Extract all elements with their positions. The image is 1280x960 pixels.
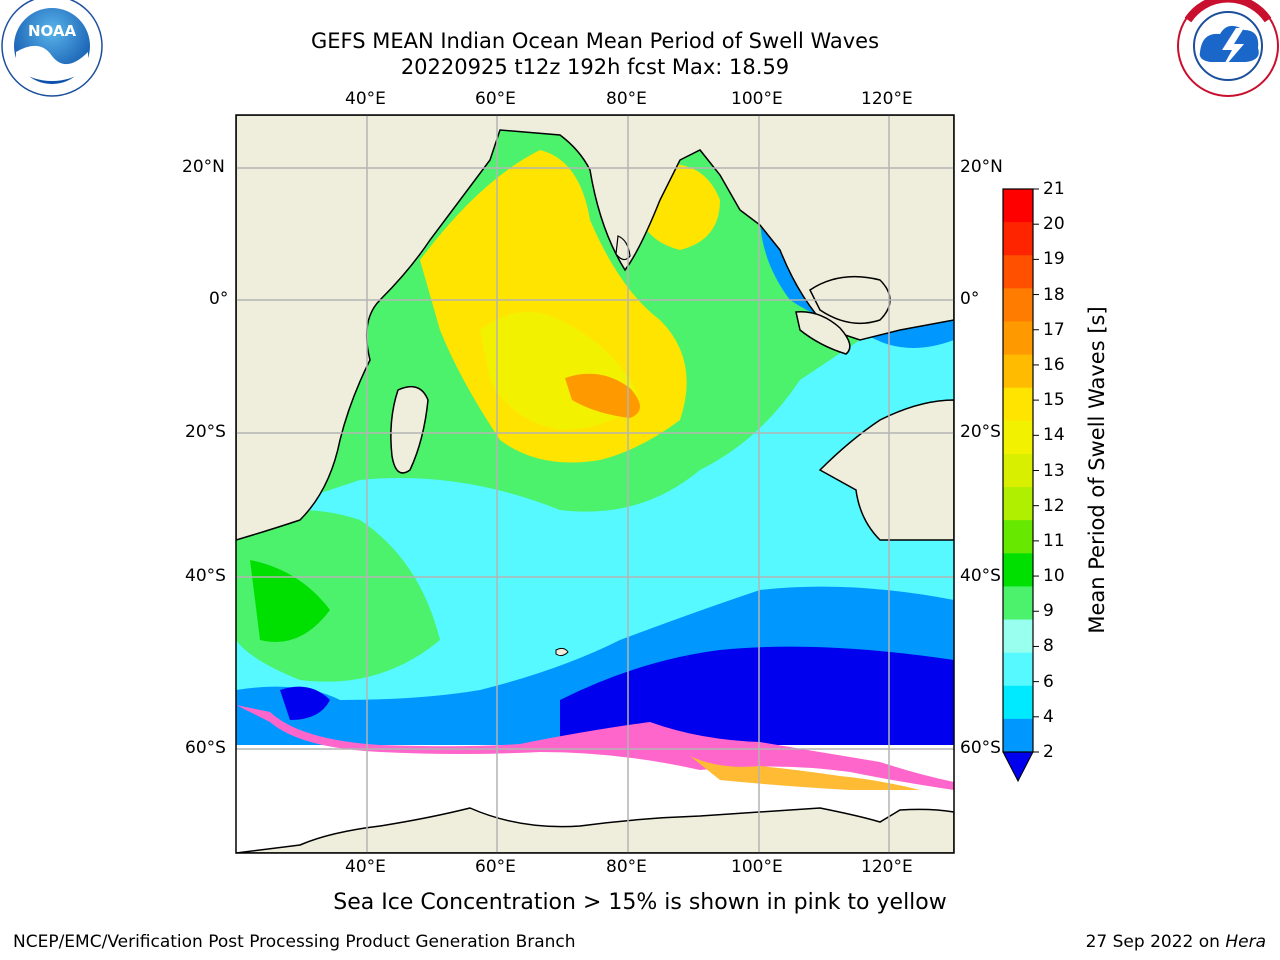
- lon-label-bottom-100e: 100°E: [731, 857, 783, 877]
- lat-label-left-60s: 60°S: [185, 738, 226, 758]
- chart-title-line1: GEFS MEAN Indian Ocean Mean Period of Sw…: [310, 29, 880, 53]
- colorbar-tick-label: 20: [1043, 214, 1065, 235]
- colorbar-segment: [1003, 288, 1033, 322]
- sea-ice-edge: [236, 705, 954, 790]
- lon-label-top-40e: 40°E: [345, 89, 386, 109]
- colorbar-tick-label: 19: [1043, 249, 1065, 270]
- chart-title-line2: 20220925 t12z 192h fcst Max: 18.59: [400, 55, 790, 79]
- land-antarctica: [236, 807, 954, 853]
- colorbar-segment: [1003, 487, 1033, 521]
- colorbar-segment: [1003, 685, 1033, 720]
- lat-label-right-20n: 20°N: [960, 157, 1003, 177]
- colorbar-tick-label: 15: [1043, 390, 1065, 411]
- colorbar-segment: [1003, 222, 1033, 256]
- colorbar: [1002, 188, 1034, 783]
- land-sumatra: [795, 311, 851, 355]
- colorbar-tick-label: 12: [1043, 495, 1065, 516]
- swell-max-region: [565, 373, 640, 418]
- colorbar-tick-label: 10: [1043, 566, 1065, 587]
- footer-date: 27 Sep 2022 on: [1085, 932, 1226, 952]
- footer-host: Hera: [1225, 932, 1266, 952]
- lat-label-right-20s: 20°S: [960, 422, 1001, 442]
- lon-label-top-120e: 120°E: [861, 89, 913, 109]
- swell-region-below-2-west: [280, 686, 330, 720]
- colorbar-segment: [1003, 453, 1033, 488]
- colorbar-segment: [1003, 420, 1033, 455]
- sea-ice-edge-yellow: [690, 756, 954, 800]
- lat-label-left-0: 0°: [209, 289, 229, 309]
- colorbar-segment: [1003, 619, 1033, 654]
- graticule: [236, 115, 954, 853]
- colorbar-tick-label: 18: [1043, 284, 1065, 305]
- lat-label-left-20s: 20°S: [185, 422, 226, 442]
- lat-label-left-20n: 20°N: [182, 157, 225, 177]
- colorbar-segment: [1003, 189, 1033, 223]
- colorbar-tick-label: 6: [1043, 671, 1054, 692]
- lon-label-top-80e: 80°E: [606, 89, 647, 109]
- lon-label-bottom-40e: 40°E: [345, 857, 386, 877]
- footer-left: NCEP/EMC/Verification Post Processing Pr…: [13, 932, 576, 952]
- colorbar-tick-label: 9: [1043, 601, 1054, 622]
- colorbar-segment: [1003, 718, 1033, 753]
- colorbar-tick-label: 21: [1043, 179, 1065, 199]
- colorbar-tick-label: 8: [1043, 636, 1054, 657]
- colorbar-segment: [1003, 354, 1033, 389]
- colorbar-tick-label: 17: [1043, 319, 1065, 340]
- colorbar-label: Mean Period of Swell Waves [s]: [1085, 306, 1109, 634]
- sea-ice-note: Sea Ice Concentration > 15% is shown in …: [333, 890, 947, 915]
- colorbar-segment: [1003, 553, 1033, 587]
- lon-label-bottom-80e: 80°E: [606, 857, 647, 877]
- lon-label-bottom-60e: 60°E: [475, 857, 516, 877]
- lon-label-bottom-120e: 120°E: [861, 857, 913, 877]
- swell-region-sw-core: [250, 560, 330, 642]
- land-kerguelen: [555, 647, 569, 657]
- lat-label-right-60s: 60°S: [960, 738, 1001, 758]
- colorbar-tick-label: 4: [1043, 706, 1054, 727]
- lat-label-right-40s: 40°S: [960, 566, 1001, 586]
- lat-label-left-40s: 40°S: [185, 566, 226, 586]
- nws-logo-icon: [1177, 0, 1279, 97]
- colorbar-segment: [1003, 652, 1033, 687]
- footer-right: 27 Sep 2022 on Hera: [1086, 932, 1266, 952]
- land-afro-eurasia: [236, 115, 954, 541]
- colorbar-underflow-arrow: [1002, 751, 1034, 783]
- colorbar-tick-label: 2: [1043, 742, 1054, 762]
- colorbar-segment: [1003, 520, 1033, 554]
- lon-label-top-100e: 100°E: [731, 89, 783, 109]
- noaa-logo-icon: NOAA: [1, 0, 103, 97]
- colorbar-segment: [1003, 255, 1033, 289]
- colorbar-tick-label: 11: [1043, 530, 1065, 551]
- colorbar-tick-label: 13: [1043, 460, 1065, 481]
- colorbar-tick-label: 14: [1043, 425, 1065, 446]
- swell-region-below-2: [560, 646, 954, 745]
- colorbar-segment: [1003, 321, 1033, 356]
- lon-label-top-60e: 60°E: [475, 89, 516, 109]
- colorbar-segment: [1003, 387, 1033, 422]
- land-australia: [818, 399, 954, 541]
- land-sri-lanka: [615, 235, 631, 261]
- colorbar-tick-label: 16: [1043, 354, 1065, 375]
- noaa-logo-text: NOAA: [28, 22, 77, 40]
- colorbar-segment: [1003, 586, 1033, 621]
- lat-label-right-0: 0°: [960, 289, 980, 309]
- map-frame: [235, 114, 955, 854]
